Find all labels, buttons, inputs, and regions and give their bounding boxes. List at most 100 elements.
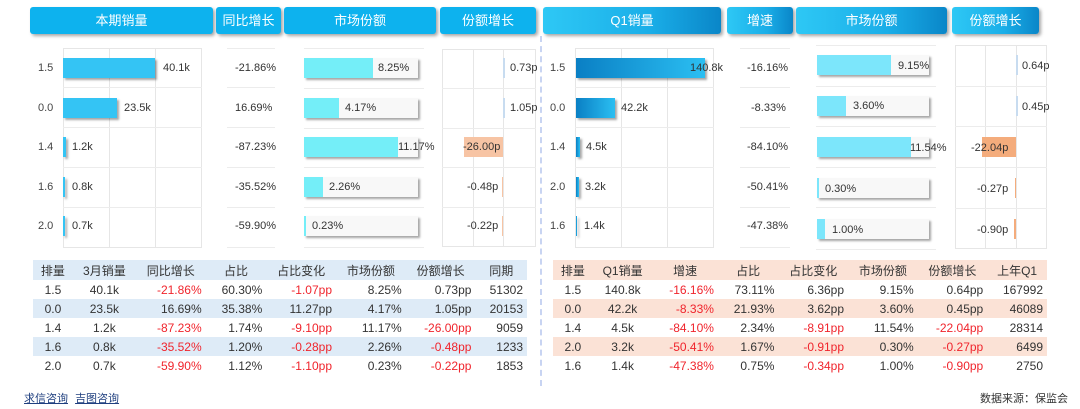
- row-label: 1.4: [550, 141, 566, 153]
- cell: -87.23%: [156, 320, 202, 335]
- cell: 21.93%: [717, 299, 779, 318]
- col-header: 排量: [33, 260, 73, 280]
- sales-value: 1.4k: [584, 220, 605, 232]
- cell: 1.00%: [879, 358, 914, 373]
- cell: -16.16%: [669, 282, 714, 297]
- share-growth-value: 0.64p: [1022, 60, 1050, 72]
- col-header: 份额增长: [405, 260, 476, 280]
- sales-value: 4.5k: [586, 141, 607, 153]
- col-header: 市场份额: [848, 260, 918, 280]
- col-header: 占比: [205, 260, 267, 280]
- cell: -26.00pp: [424, 320, 472, 335]
- cell: 11.17%: [361, 320, 402, 335]
- sales-value: 42.2k: [621, 102, 648, 114]
- header-market-share-right: 市场份额: [796, 7, 947, 34]
- table-row: 0.0 42.2k -8.33% 21.93% 3.62pp 3.60% 0.4…: [553, 299, 1047, 318]
- cell: 8.25%: [367, 282, 402, 297]
- row-label: 2.0: [38, 220, 54, 232]
- cell: 1.5: [564, 282, 582, 297]
- link-jitu[interactable]: 吉图咨询: [75, 393, 120, 405]
- col-header: 同比增长: [135, 260, 206, 280]
- cell: 1.67%: [717, 337, 779, 356]
- col-header: 3月销量: [72, 260, 136, 280]
- data-source: 数据来源：保监会: [980, 393, 1068, 405]
- sales-value: 0.8k: [72, 181, 93, 193]
- cell: -9.10pp: [291, 320, 332, 335]
- cell: 1.4: [564, 320, 582, 335]
- row-label: 1.6: [550, 220, 566, 232]
- share-growth-value: -22.04p: [971, 142, 1009, 154]
- cell: 6.36pp: [807, 282, 845, 297]
- cell: 35.38%: [205, 299, 267, 318]
- cell: 0.8k: [72, 337, 136, 356]
- col-header: Q1销量: [592, 260, 653, 280]
- yoy-value: -87.23%: [235, 141, 276, 153]
- sales-bar: [576, 98, 615, 118]
- table-row: 0.0 23.5k 16.69% 35.38% 11.27pp 4.17% 1.…: [33, 299, 527, 318]
- col-header: 上年Q1: [987, 260, 1047, 280]
- table-header-row: 排量 Q1销量 增速 占比 占比变化 市场份额 份额增长 上年Q1: [553, 260, 1047, 280]
- row-label: 0.0: [38, 102, 54, 114]
- share-value: 9.15%: [898, 60, 930, 72]
- cell: -84.10%: [669, 320, 714, 335]
- table-header-row: 排量 3月销量 同比增长 占比 占比变化 市场份额 份额增长 同期: [33, 260, 527, 280]
- col-header: 占比变化: [778, 260, 849, 280]
- header-current-sales: 本期销量: [30, 7, 213, 34]
- cell: 46089: [987, 299, 1047, 318]
- cell: 167992: [1002, 282, 1043, 297]
- cell: 1.6: [564, 358, 582, 373]
- cell: -1.07pp: [291, 282, 332, 297]
- center-divider: [540, 36, 542, 386]
- share-growth-value: -26.00p: [463, 141, 501, 153]
- share-growth-value: -0.48p: [467, 181, 499, 193]
- cell: 0.75%: [740, 358, 775, 373]
- share-value: 1.00%: [832, 224, 864, 236]
- cell: -1.10pp: [291, 358, 332, 373]
- cell: 0.0: [553, 299, 593, 318]
- cell: 1.05pp: [405, 299, 476, 318]
- table-row: 2.0 0.7k -59.90% 1.12% -1.10pp 0.23% -0.…: [33, 356, 527, 375]
- sales-bar: [576, 137, 580, 157]
- growth-value: -84.10%: [747, 141, 788, 153]
- cell: 1.2k: [93, 320, 116, 335]
- cell: 0.45pp: [917, 299, 988, 318]
- cell: 0.23%: [367, 358, 402, 373]
- growth-value: -50.41%: [747, 181, 788, 193]
- yoy-value: -59.90%: [235, 220, 276, 232]
- link-qiuxin[interactable]: 求信咨询: [24, 393, 68, 405]
- table-row: 1.4 4.5k -84.10% 2.34% -8.91pp 11.54% -2…: [553, 318, 1047, 337]
- growth-value: -47.38%: [747, 220, 788, 232]
- col-header: 市场份额: [336, 260, 406, 280]
- share-growth-value: -0.27p: [977, 183, 1009, 195]
- cell: -59.90%: [156, 358, 202, 373]
- left-summary-table: 排量 3月销量 同比增长 占比 占比变化 市场份额 份额增长 同期 1.5 40…: [33, 260, 527, 375]
- row-label: 1.5: [550, 62, 566, 74]
- cell: -47.38%: [669, 358, 714, 373]
- sales-bar: [63, 58, 155, 78]
- table-row: 2.0 3.2k -50.41% 1.67% -0.91pp 0.30% -0.…: [553, 337, 1047, 356]
- cell: 3.62pp: [778, 299, 849, 318]
- cell: 1.20%: [205, 337, 267, 356]
- cell: 2.26%: [336, 337, 406, 356]
- row-label: 1.4: [38, 141, 54, 153]
- cell: 4.17%: [336, 299, 406, 318]
- cell: -8.33%: [652, 299, 718, 318]
- share-value: 4.17%: [345, 102, 377, 114]
- cell: -0.91pp: [778, 337, 849, 356]
- cell: 0.64pp: [946, 282, 984, 297]
- cell: 1853: [496, 358, 523, 373]
- cell: 0.0: [33, 299, 73, 318]
- cell: -0.27pp: [917, 337, 988, 356]
- cell: -0.22pp: [430, 358, 472, 373]
- cell: 0.73pp: [434, 282, 472, 297]
- right-summary-table: 排量 Q1销量 增速 占比 占比变化 市场份额 份额增长 上年Q1 1.5 14…: [553, 260, 1047, 375]
- sales-value: 40.1k: [163, 62, 190, 74]
- cell: -35.52%: [135, 337, 206, 356]
- cell: 0.30%: [848, 337, 918, 356]
- share-value: 0.23%: [312, 220, 344, 232]
- cell: -22.04pp: [935, 320, 984, 335]
- share-growth-value: -0.22p: [467, 220, 499, 232]
- cell: 2.0: [553, 337, 593, 356]
- cell: 6499: [987, 337, 1047, 356]
- sales-bar: [63, 137, 66, 157]
